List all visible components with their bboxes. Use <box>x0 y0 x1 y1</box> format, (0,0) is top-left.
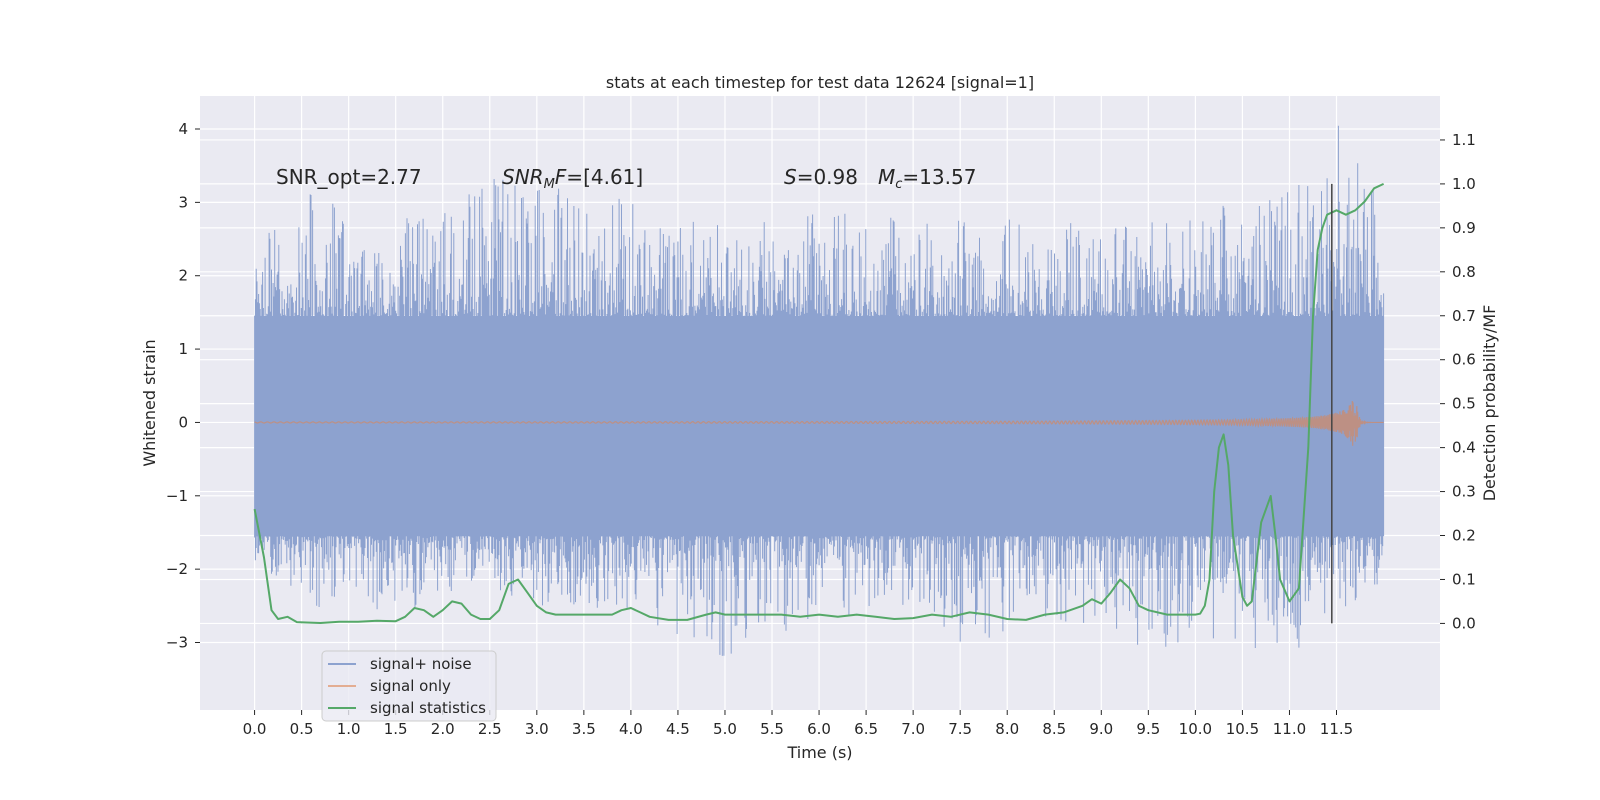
y-right-tick-label: 0.9 <box>1452 219 1476 237</box>
x-tick-label: 3.5 <box>572 720 596 738</box>
annotation-mc-value: =13.57 <box>902 165 976 189</box>
y-left-tick-label: 0 <box>178 413 188 431</box>
x-tick-label: 7.5 <box>948 720 972 738</box>
legend-label-signal-statistics: signal statistics <box>370 699 486 717</box>
y-right-tick-label: 0.7 <box>1452 307 1476 325</box>
annotation-s: S=0.98 <box>784 165 858 189</box>
annotation-snr-mf-value: [4.61] <box>583 165 643 189</box>
x-tick-label: 0.5 <box>290 720 314 738</box>
y-right-tick-label: 1.1 <box>1452 131 1476 149</box>
annotation-s-value: =0.98 <box>797 165 858 189</box>
y-left-tick-label: −1 <box>166 487 188 505</box>
y-right-tick-label: 0.4 <box>1452 439 1476 457</box>
y-left-tick-label: 4 <box>178 120 188 138</box>
legend-label-signal-only: signal only <box>370 677 451 695</box>
x-tick-label: 2.5 <box>478 720 502 738</box>
x-tick-label: 9.0 <box>1089 720 1113 738</box>
legend: signal+ noise signal only signal statist… <box>321 650 497 722</box>
y-right-tick-label: 0.0 <box>1452 614 1476 632</box>
x-tick-label: 6.0 <box>807 720 831 738</box>
y-left-tick-label: −3 <box>166 634 188 652</box>
signal-only-line <box>254 400 1384 446</box>
y-right-tick-label: 0.6 <box>1452 351 1476 369</box>
annotation-snr-mf: SNRMF=[4.61] <box>502 165 643 192</box>
y-right-tick-label: 0.1 <box>1452 570 1476 588</box>
x-tick-label: 11.0 <box>1273 720 1306 738</box>
x-tick-label: 1.0 <box>337 720 361 738</box>
x-tick-label: 0.0 <box>243 720 267 738</box>
x-tick-label: 8.0 <box>995 720 1019 738</box>
x-axis-label: Time (s) <box>786 743 852 762</box>
svg-text:SNRMF=[4.61]: SNRMF=[4.61] <box>502 165 643 192</box>
x-tick-label: 4.0 <box>619 720 643 738</box>
annotation-mc: Mc=13.57 <box>878 165 976 192</box>
x-tick-label: 2.0 <box>431 720 455 738</box>
x-tick-label: 10.0 <box>1179 720 1212 738</box>
tick-labels: 0.0 0.5 1.0 1.5 2.0 2.5 3.0 3.5 4.0 4.5 5.0 5.5 6.0 6… <box>166 120 1476 738</box>
x-tick-label: 8.5 <box>1042 720 1066 738</box>
y-right-tick-label: 0.3 <box>1452 483 1476 501</box>
y-right-tick-label: 0.2 <box>1452 527 1476 545</box>
y-axis-right-label: Detection probability/MF <box>1480 305 1499 502</box>
x-tick-label: 9.5 <box>1136 720 1160 738</box>
y-axis-left-label: Whitened strain <box>140 339 159 466</box>
legend-label-signal-noise: signal+ noise <box>370 655 472 673</box>
x-tick-label: 3.0 <box>525 720 549 738</box>
svg-text:S=0.98: S=0.98 <box>784 165 858 189</box>
x-tick-label: 5.5 <box>760 720 784 738</box>
annotation-snr-opt: SNR_opt=2.77 <box>276 165 422 189</box>
svg-text:Mc=13.57: Mc=13.57 <box>878 165 976 192</box>
y-left-tick-label: −2 <box>166 560 188 578</box>
x-tick-label: 4.5 <box>666 720 690 738</box>
y-right-tick-label: 1.0 <box>1452 175 1476 193</box>
y-left-tick-label: 1 <box>178 340 188 358</box>
series-signal-noise <box>254 125 1385 656</box>
signal-statistics-line <box>253 182 1385 624</box>
y-right-tick-label: 0.8 <box>1452 263 1476 281</box>
x-tick-label: 11.5 <box>1320 720 1353 738</box>
y-right-tick-label: 0.5 <box>1452 395 1476 413</box>
x-tick-label: 7.0 <box>901 720 925 738</box>
y-left-tick-label: 2 <box>178 267 188 285</box>
x-tick-label: 10.5 <box>1226 720 1259 738</box>
x-tick-label: 5.0 <box>713 720 737 738</box>
y-left-tick-label: 3 <box>178 193 188 211</box>
chart-title: stats at each timestep for test data 126… <box>606 73 1034 92</box>
x-tick-label: 1.5 <box>384 720 408 738</box>
series-layer <box>253 125 1385 656</box>
x-tick-label: 6.5 <box>854 720 878 738</box>
legend-box <box>321 650 497 722</box>
